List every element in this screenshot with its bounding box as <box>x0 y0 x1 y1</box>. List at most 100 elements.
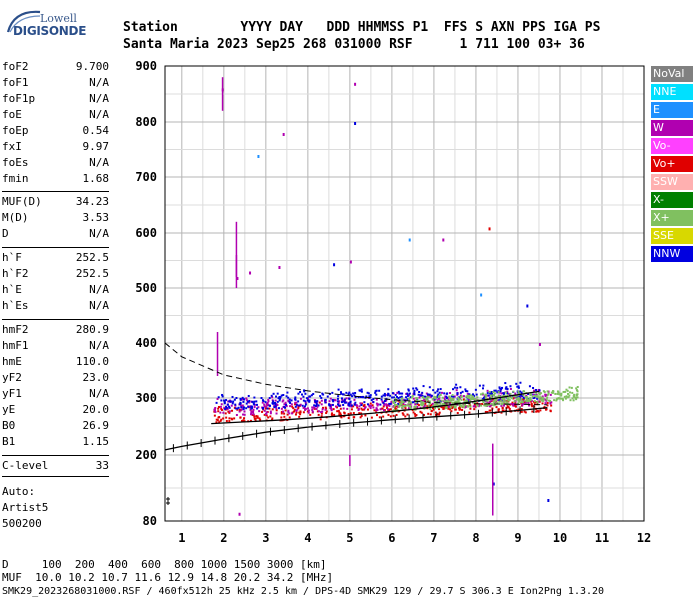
echo-point <box>499 400 502 403</box>
echo-point <box>446 399 449 402</box>
echo-point <box>295 401 298 404</box>
echo-point <box>532 393 535 396</box>
y-tick-label: 700 <box>135 170 157 184</box>
echo-point <box>425 392 428 395</box>
echo-point <box>426 399 429 402</box>
echo-point <box>415 399 418 402</box>
echo-point <box>471 395 474 398</box>
echo-point <box>494 399 497 402</box>
echo-point <box>541 402 544 405</box>
echo-point <box>354 401 357 404</box>
y-tick-label: 500 <box>135 281 157 295</box>
echo-point <box>492 398 495 401</box>
param-label: h`F <box>2 251 22 264</box>
echo-point <box>378 416 381 419</box>
echo-point <box>406 398 409 401</box>
echo-point <box>397 404 400 407</box>
echo-point <box>481 387 484 390</box>
echo-point <box>274 401 277 404</box>
echo-point <box>294 403 297 406</box>
echo-point <box>229 400 232 403</box>
echo-point <box>225 405 228 408</box>
echo-point <box>507 406 510 409</box>
echo-point <box>515 382 518 385</box>
param-row: hmF2 280.9 <box>2 323 109 339</box>
echo-point <box>403 405 406 408</box>
echo-point <box>303 389 306 392</box>
echo-point <box>234 403 237 406</box>
echo-point <box>338 404 341 407</box>
echo-point <box>549 393 552 396</box>
echo-point <box>428 394 431 397</box>
echo-point <box>280 416 283 419</box>
echo-point <box>313 398 316 401</box>
echo-point <box>242 413 245 416</box>
param-row: h`E N/A <box>2 283 109 299</box>
echo-point <box>240 404 243 407</box>
echo-point <box>413 389 416 392</box>
param-label: fxI <box>2 140 22 153</box>
echo-point <box>533 389 536 392</box>
echo-point <box>350 404 353 407</box>
echo-point <box>400 397 403 400</box>
echo-point <box>275 403 278 406</box>
echo-point <box>562 399 565 402</box>
param-label: yF2 <box>2 371 22 384</box>
echo-point <box>307 409 310 412</box>
echo-point <box>454 408 457 411</box>
echo-point <box>392 414 395 417</box>
echo-point <box>288 412 291 415</box>
x-tick-label: 1 <box>178 531 185 545</box>
echo-point <box>420 393 423 396</box>
echo-point <box>517 408 520 411</box>
echo-point <box>506 388 509 391</box>
echo-point <box>295 403 298 406</box>
echo-point <box>320 399 323 402</box>
echo-point <box>280 411 283 414</box>
echo-point <box>267 403 270 406</box>
echo-point <box>438 411 441 414</box>
echo-point <box>276 392 279 395</box>
echo-point <box>538 393 541 396</box>
echo-point <box>437 396 440 399</box>
echo-point <box>285 395 288 398</box>
echo-point <box>278 396 281 399</box>
echo-point <box>517 385 520 388</box>
echo-point <box>517 396 520 399</box>
echo-point <box>551 391 554 394</box>
echo-point <box>449 392 452 395</box>
echo-point <box>379 403 382 406</box>
y-tick-label: 600 <box>135 226 157 240</box>
echo-point <box>277 407 280 410</box>
legend-item: X+ <box>651 210 693 226</box>
echo-point <box>461 390 464 393</box>
echo-point <box>388 404 391 407</box>
echo-point <box>324 398 327 401</box>
echo-point <box>271 396 274 399</box>
echo-point <box>518 400 521 403</box>
echo-point <box>474 388 477 391</box>
echo-point <box>538 389 541 392</box>
echo-point <box>474 399 477 402</box>
echo-point <box>336 397 339 400</box>
echo-point <box>320 411 323 414</box>
echo-point <box>252 408 255 411</box>
echo-point <box>527 402 530 405</box>
echo-point <box>474 405 477 408</box>
echo-point <box>282 393 285 396</box>
echo-point <box>255 415 258 418</box>
echo-point <box>306 397 309 400</box>
echo-point <box>372 398 375 401</box>
echo-point <box>419 403 422 406</box>
param-value: 0.54 <box>82 124 110 137</box>
echo-point <box>410 396 413 399</box>
echo-point <box>454 406 457 409</box>
echo-point <box>546 402 549 405</box>
echo-point <box>520 408 523 411</box>
echo-point <box>528 385 531 388</box>
echo-point <box>533 400 536 403</box>
echo-point <box>402 400 405 403</box>
echo-point <box>466 400 469 403</box>
echo-point <box>386 407 389 410</box>
param-value: N/A <box>89 283 109 296</box>
